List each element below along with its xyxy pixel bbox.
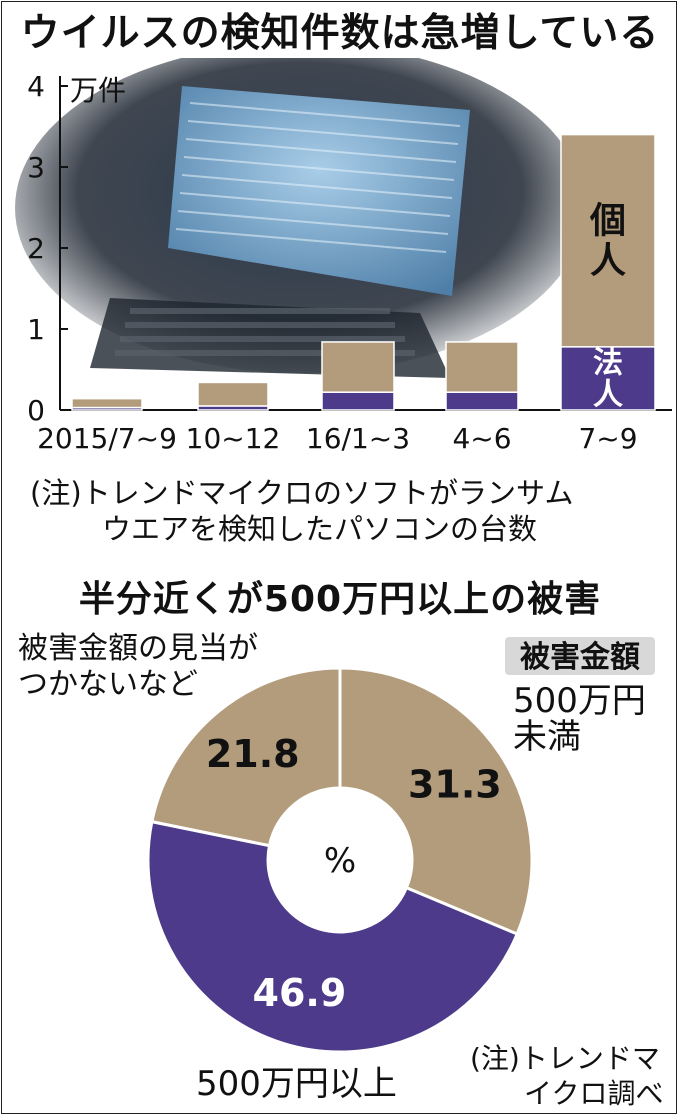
y-tick-label: 2 <box>27 232 45 265</box>
pie-slice-1 <box>146 819 520 1054</box>
bar-chart-title: ウイルスの検知件数は急増している <box>20 11 660 56</box>
bar-chart-note-line-1: (注)トレンドマイクロのソフトがランサム <box>30 476 574 510</box>
slice-label-0-line-2: 未満 <box>513 717 581 757</box>
slice-label-2-line-1: 被害金額の見当が <box>18 631 258 666</box>
pie-header-badge <box>505 637 655 675</box>
y-tick-label: 3 <box>27 151 45 184</box>
pie-chart-note-line-1: (注)トレンドマ <box>470 1042 660 1075</box>
y-tick-label: 1 <box>27 313 45 346</box>
series-label-hojin: 法人 <box>593 345 623 412</box>
bar-1-2 <box>321 341 395 393</box>
y-tick-label: 0 <box>27 394 45 427</box>
bar-0-4 <box>560 346 656 411</box>
bar-1-1 <box>197 381 269 407</box>
x-tick-label: 10~12 <box>186 422 281 455</box>
slice-label-2-line-2: つかないなど <box>18 667 198 702</box>
x-tick-label: 7~9 <box>578 422 637 455</box>
bar-0-3 <box>445 391 519 411</box>
x-tick-label: 4~6 <box>452 422 511 455</box>
x-tick-label: 2015/7~9 <box>37 422 177 455</box>
pie-value-label-0: 31.3 <box>408 763 502 807</box>
pie-slice-2 <box>150 666 342 848</box>
slice-label-0-line-1: 500万円 <box>513 681 646 721</box>
bar-0-2 <box>321 391 395 411</box>
bar-1-4 <box>560 133 656 348</box>
pie-center-label: % <box>324 841 356 881</box>
pie-slice-0 <box>338 666 534 936</box>
bar-chart: 0 1 2 3 4 万件 2015/7~9 10~12 16/1~3 4~6 7~9 法人 個人 <box>15 58 672 455</box>
bar-1-0 <box>71 397 143 409</box>
pie-chart-title: 半分近くが500万円以上の被害 <box>78 579 602 620</box>
x-tick-label: 16/1~3 <box>306 422 410 455</box>
y-tick-label: 4 <box>27 70 45 103</box>
series-label-kojin: 個人 <box>589 201 626 282</box>
y-axis-unit: 万件 <box>70 74 126 107</box>
slice-label-1: 500万円以上 <box>196 1064 397 1104</box>
laptop-photo <box>15 58 585 378</box>
pie-value-label-1: 46.9 <box>253 971 347 1015</box>
bar-chart-note-line-2: ウエアを検知したパソコンの台数 <box>102 512 538 546</box>
pie-value-label-2: 21.8 <box>206 732 300 776</box>
bar-1-3 <box>445 341 519 393</box>
pie-chart-note-line-2: イクロ調べ <box>524 1077 664 1110</box>
pie-header-label: 被害金額 <box>520 640 640 675</box>
